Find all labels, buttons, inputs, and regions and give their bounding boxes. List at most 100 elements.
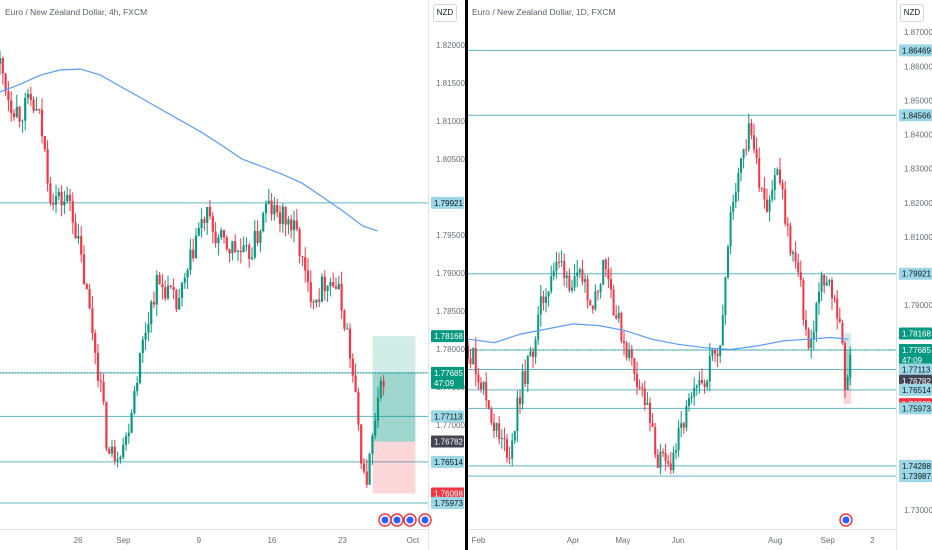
candle[interactable] <box>594 284 597 311</box>
candle[interactable] <box>508 446 511 465</box>
candle[interactable] <box>259 229 262 253</box>
candle[interactable] <box>267 188 270 205</box>
left-chart-svg[interactable]: 1.82000 1.81500 1.81000 1.80500 1.79500 1.790… <box>0 0 465 550</box>
price-axis-label-bg[interactable] <box>899 363 932 376</box>
candle[interactable] <box>147 312 150 342</box>
candle[interactable] <box>256 220 259 246</box>
candle[interactable] <box>96 343 100 388</box>
candle[interactable] <box>760 187 763 192</box>
candle[interactable] <box>690 391 693 404</box>
candle[interactable] <box>119 455 122 464</box>
candle[interactable] <box>623 330 625 356</box>
candle[interactable] <box>565 271 568 288</box>
candle[interactable] <box>838 307 841 323</box>
candle[interactable] <box>99 371 102 393</box>
candle[interactable] <box>584 274 586 293</box>
candle[interactable] <box>555 251 558 279</box>
candle[interactable] <box>526 355 529 393</box>
candle[interactable] <box>68 188 72 212</box>
candle[interactable] <box>278 205 282 233</box>
candle[interactable] <box>708 343 711 391</box>
candle[interactable] <box>24 92 27 131</box>
candle[interactable] <box>29 86 32 107</box>
candle[interactable] <box>239 238 242 264</box>
candle[interactable] <box>586 274 589 309</box>
candle[interactable] <box>799 260 802 287</box>
price-axis-label-bg[interactable] <box>899 267 932 280</box>
candle[interactable] <box>376 386 380 429</box>
moving-average-line[interactable] <box>0 68 378 232</box>
candle[interactable] <box>693 377 696 406</box>
candle[interactable] <box>542 290 545 311</box>
candle[interactable] <box>382 374 385 396</box>
candle[interactable] <box>152 291 156 309</box>
candle[interactable] <box>750 119 753 140</box>
candle[interactable] <box>292 210 296 243</box>
candle[interactable] <box>737 167 740 202</box>
candle[interactable] <box>636 361 638 395</box>
candle[interactable] <box>734 183 737 209</box>
candle[interactable] <box>52 193 55 211</box>
candle[interactable] <box>719 344 722 363</box>
right-currency-button[interactable]: NZD <box>900 4 924 22</box>
candle[interactable] <box>217 234 220 256</box>
candle[interactable] <box>620 311 623 344</box>
candle[interactable] <box>346 323 349 330</box>
candle[interactable] <box>745 139 748 156</box>
candle[interactable] <box>706 379 709 391</box>
candle[interactable] <box>781 179 784 200</box>
candle[interactable] <box>477 367 480 391</box>
candle[interactable] <box>589 299 592 306</box>
candle[interactable] <box>742 148 745 169</box>
candle[interactable] <box>102 373 105 405</box>
candle[interactable] <box>529 346 532 357</box>
candle[interactable] <box>85 282 88 290</box>
candle[interactable] <box>789 222 792 257</box>
candle[interactable] <box>192 238 195 262</box>
candle[interactable] <box>379 376 382 402</box>
price-axis-label-bg[interactable] <box>431 435 464 448</box>
candle[interactable] <box>116 451 119 468</box>
economic-event-icon[interactable] <box>403 513 417 527</box>
candle[interactable] <box>500 429 503 449</box>
candle[interactable] <box>113 439 116 465</box>
candle[interactable] <box>740 157 742 182</box>
candle[interactable] <box>469 349 472 369</box>
candle[interactable] <box>208 199 212 220</box>
candle[interactable] <box>206 206 209 235</box>
candle[interactable] <box>35 97 38 111</box>
candle[interactable] <box>578 267 581 278</box>
candle[interactable] <box>40 98 44 144</box>
candle[interactable] <box>490 406 493 426</box>
candle[interactable] <box>169 285 172 289</box>
candle[interactable] <box>815 301 818 342</box>
candle[interactable] <box>820 271 823 302</box>
candle[interactable] <box>513 430 516 445</box>
candle[interactable] <box>550 265 553 294</box>
candle[interactable] <box>94 329 97 365</box>
candle[interactable] <box>833 294 836 303</box>
candle[interactable] <box>360 424 363 470</box>
candle[interactable] <box>534 336 537 364</box>
price-axis-label-bg[interactable] <box>899 343 932 366</box>
candle[interactable] <box>276 198 279 218</box>
candle[interactable] <box>487 400 490 410</box>
candle[interactable] <box>270 193 273 221</box>
candle[interactable] <box>178 288 181 311</box>
candle[interactable] <box>797 253 800 278</box>
candle[interactable] <box>38 108 41 114</box>
candle[interactable] <box>180 282 184 307</box>
candle[interactable] <box>144 322 147 351</box>
candle[interactable] <box>641 382 644 397</box>
candle[interactable] <box>301 256 304 267</box>
candle[interactable] <box>649 397 651 432</box>
candle[interactable] <box>656 448 659 468</box>
candle[interactable] <box>823 274 826 294</box>
candle[interactable] <box>1 56 4 85</box>
candle[interactable] <box>747 113 750 153</box>
candle[interactable] <box>323 270 326 301</box>
candle[interactable] <box>794 241 797 269</box>
candle[interactable] <box>485 372 488 408</box>
candle[interactable] <box>724 276 727 325</box>
candle[interactable] <box>186 267 189 290</box>
